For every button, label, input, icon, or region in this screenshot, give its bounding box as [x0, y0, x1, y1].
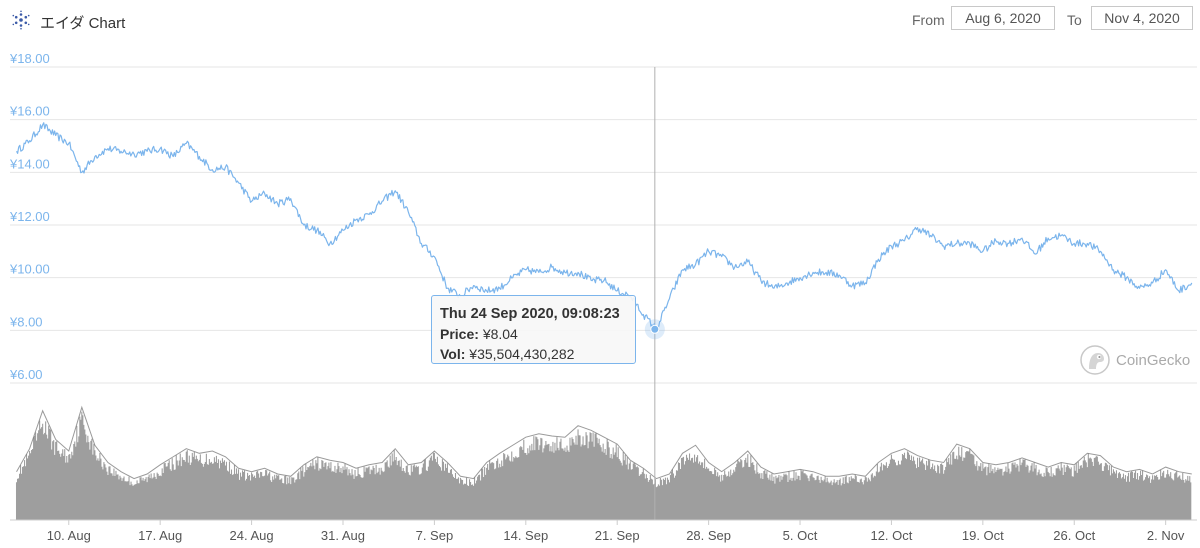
x-tick-label: 28. Sep [686, 528, 731, 543]
tooltip-price-value: ¥8.04 [482, 326, 518, 342]
x-tick-label: 24. Aug [230, 528, 274, 543]
hover-marker [644, 319, 665, 340]
to-label: To [1067, 12, 1082, 28]
y-axis: ¥6.00 ¥8.00 ¥10.00 ¥12.00 ¥14.00 ¥16.00 ¥18.00 [9, 51, 50, 382]
y-tick-label: ¥12.00 [9, 209, 50, 224]
y-tick-label: ¥8.00 [9, 314, 43, 329]
y-tick-label: ¥10.00 [9, 262, 50, 277]
x-tick-label: 12. Oct [870, 528, 912, 543]
tooltip-date: Thu 24 Sep 2020, 09:08:23 [440, 306, 620, 322]
chart-title: エイダ Chart [40, 15, 126, 32]
x-tick-label: 17. Aug [138, 528, 182, 543]
x-axis: 10. Aug 17. Aug 24. Aug 31. Aug 7. Sep 14. Se… [47, 520, 1185, 543]
tooltip-vol-label: Vol: [440, 346, 466, 362]
gecko-icon [1080, 345, 1110, 375]
x-tick-label: 7. Sep [416, 528, 454, 543]
volume-bars [15, 411, 1192, 520]
x-tick-label: 14. Sep [503, 528, 548, 543]
y-tick-label: ¥14.00 [9, 156, 50, 171]
y-tick-label: ¥18.00 [9, 51, 50, 66]
to-date-input[interactable] [1091, 6, 1193, 30]
watermark-text: CoinGecko [1116, 352, 1191, 369]
tooltip-vol-row: Vol: ¥35,504,430,282 [440, 344, 627, 364]
from-date-input[interactable] [951, 6, 1055, 30]
x-tick-label: 5. Oct [783, 528, 818, 543]
price-tooltip: Thu 24 Sep 2020, 09:08:23 Price: ¥8.04 V… [431, 295, 636, 364]
from-label: From [912, 12, 945, 28]
tooltip-vol-value: ¥35,504,430,282 [469, 346, 575, 362]
x-tick-label: 21. Sep [595, 528, 640, 543]
coingecko-watermark: CoinGecko [1080, 345, 1195, 377]
price-gridlines [10, 66, 1197, 384]
x-tick-label: 10. Aug [47, 528, 91, 543]
volume-envelope [16, 405, 1192, 480]
chart-header: エイダ Chart From To [0, 0, 1200, 40]
price-series [15, 122, 1193, 330]
y-tick-label: ¥16.00 [9, 104, 50, 119]
x-tick-label: 19. Oct [962, 528, 1004, 543]
x-tick-label: 31. Aug [321, 528, 365, 543]
volume-series [15, 405, 1192, 520]
tooltip-price-row: Price: ¥8.04 [440, 324, 627, 344]
price-line [15, 122, 1193, 330]
y-tick-label: ¥6.00 [9, 367, 43, 382]
hover-point [650, 324, 660, 334]
cardano-logo-icon [12, 10, 30, 30]
x-tick-label: 2. Nov [1147, 528, 1185, 543]
tooltip-price-label: Price: [440, 326, 479, 342]
x-tick-label: 26. Oct [1053, 528, 1095, 543]
